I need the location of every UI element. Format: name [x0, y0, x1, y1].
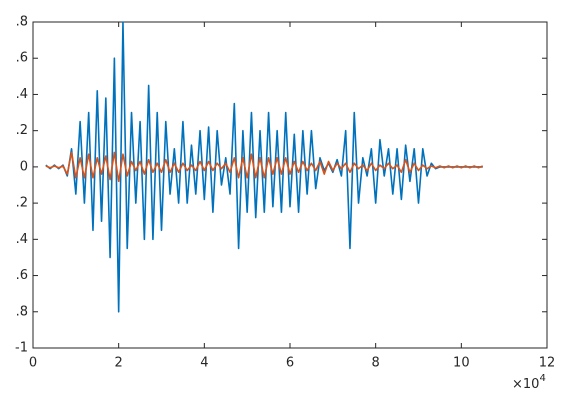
x-exponent-power: 4: [539, 373, 545, 384]
y-tick-label: 0: [20, 159, 28, 174]
y-tick-label: .4: [16, 232, 28, 247]
y-tick-label: -1: [15, 341, 28, 356]
x-tick-label: 10: [453, 356, 470, 371]
x-exponent: ×104: [512, 373, 546, 392]
series-line: [45, 151, 484, 183]
x-tick-label: 8: [372, 356, 380, 371]
y-tick-label: .2: [16, 123, 28, 138]
plot-area: [45, 21, 484, 313]
x-tick-label: 12: [539, 356, 556, 371]
series-line: [45, 21, 483, 313]
x-tick-label: 2: [115, 356, 123, 371]
y-tick-label: .6: [16, 268, 28, 283]
axes-box: [32, 21, 548, 349]
x-exponent-base: ×10: [512, 377, 539, 392]
x-tick-label: 4: [200, 356, 208, 371]
y-tick-label: .8: [16, 15, 28, 30]
x-tick-label: 0: [29, 356, 37, 371]
x-tick-label: 6: [286, 356, 294, 371]
y-tick-label: .8: [16, 304, 28, 319]
y-tick-label: .2: [16, 196, 28, 211]
y-tick-label: .6: [16, 51, 28, 66]
y-tick-label: .4: [16, 87, 28, 102]
